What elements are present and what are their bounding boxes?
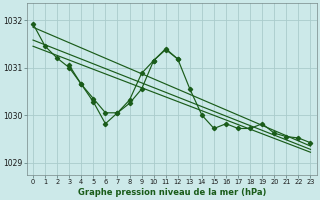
X-axis label: Graphe pression niveau de la mer (hPa): Graphe pression niveau de la mer (hPa) (77, 188, 266, 197)
